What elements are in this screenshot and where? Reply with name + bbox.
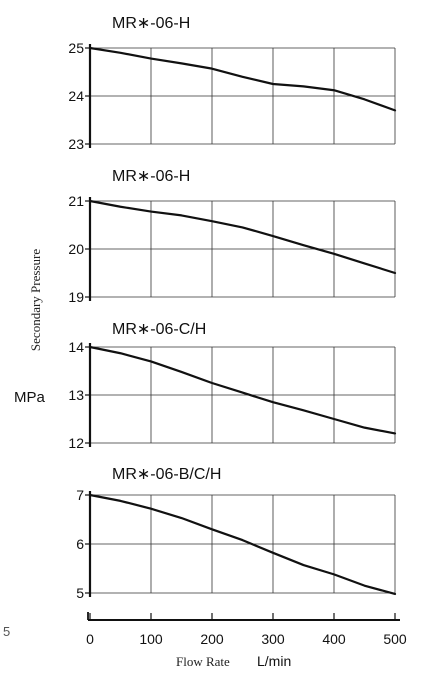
x-axis-unit: L/min	[257, 653, 291, 669]
chart-panel-4: 5 6 7 MR∗-06-B/C/H	[76, 466, 397, 601]
y-tick-label: 19	[68, 289, 84, 305]
series-line	[88, 493, 397, 596]
y-tick-label: 12	[68, 435, 84, 451]
y-tick-label: 7	[76, 487, 84, 503]
y-tick-label: 24	[68, 88, 84, 104]
chart-panel-2: 19 20 21 MR∗-06-H	[68, 168, 397, 305]
y-tick-label: 6	[76, 536, 84, 552]
y-tick-label: 21	[68, 193, 84, 209]
x-axis-label: Flow Rate	[176, 654, 230, 669]
x-tick-label: 300	[261, 631, 285, 647]
chart-title: MR∗-06-C/H	[112, 321, 206, 338]
series-line	[88, 199, 397, 275]
chart-panels: 23 24 25 MR∗-06-H 19 20 21 MR∗-06-H 12 13 14 MR∗-06…	[68, 15, 397, 601]
side-mark: 5	[3, 624, 10, 639]
x-tick-label: 400	[322, 631, 346, 647]
y-tick-label: 25	[68, 40, 84, 56]
y-axis-label: Secondary Pressure	[28, 249, 43, 351]
x-tick-label: 500	[383, 631, 407, 647]
y-axis-unit: MPa	[14, 389, 46, 406]
chart-panel-3: 12 13 14 MR∗-06-C/H	[68, 321, 397, 451]
y-tick-label: 13	[68, 387, 84, 403]
chart-panel-1: 23 24 25 MR∗-06-H	[68, 15, 397, 152]
y-tick-label: 23	[68, 136, 84, 152]
y-tick-label: 5	[76, 585, 84, 601]
x-tick-label: 200	[200, 631, 224, 647]
x-tick-label: 0	[86, 631, 94, 647]
chart-title: MR∗-06-B/C/H	[112, 466, 221, 483]
series-line	[88, 46, 397, 112]
y-tick-label: 20	[68, 241, 84, 257]
y-tick-label: 14	[68, 339, 84, 355]
x-tick-label: 100	[139, 631, 163, 647]
x-axis-tick-labels: 0 100 200 300 400 500	[86, 631, 407, 647]
chart-title: MR∗-06-H	[112, 168, 190, 185]
series-line	[88, 345, 397, 435]
x-axis-ticks	[87, 612, 396, 620]
chart-title: MR∗-06-H	[112, 15, 190, 32]
